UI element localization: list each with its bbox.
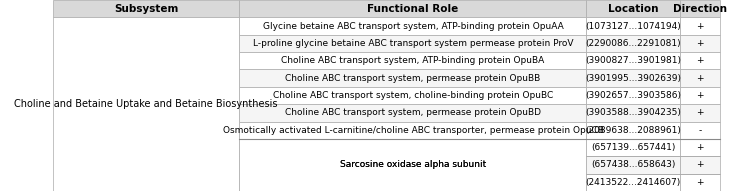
Text: (3900827...3901981): (3900827...3901981): [585, 56, 681, 65]
FancyBboxPatch shape: [680, 104, 720, 121]
FancyBboxPatch shape: [586, 70, 680, 87]
FancyBboxPatch shape: [680, 121, 720, 139]
FancyBboxPatch shape: [680, 35, 720, 52]
FancyBboxPatch shape: [680, 17, 720, 35]
Text: (3901995...3902639): (3901995...3902639): [585, 74, 681, 83]
Text: (3902657...3903586): (3902657...3903586): [585, 91, 681, 100]
Text: Osmotically activated L-carnitine/choline ABC transporter, permease protein OpuC: Osmotically activated L-carnitine/cholin…: [223, 126, 604, 135]
FancyBboxPatch shape: [239, 121, 586, 139]
Text: +: +: [696, 143, 704, 152]
Text: (2413522...2414607): (2413522...2414607): [585, 178, 681, 187]
FancyBboxPatch shape: [53, 17, 239, 191]
FancyBboxPatch shape: [680, 52, 720, 70]
FancyBboxPatch shape: [586, 174, 680, 191]
Text: Choline ABC transport system, permease protein OpuBD: Choline ABC transport system, permease p…: [285, 108, 541, 117]
Text: Sarcosine oxidase alpha subunit: Sarcosine oxidase alpha subunit: [340, 160, 486, 169]
FancyBboxPatch shape: [680, 87, 720, 104]
Text: L-proline glycine betaine ABC transport system permease protein ProV: L-proline glycine betaine ABC transport …: [253, 39, 573, 48]
FancyBboxPatch shape: [53, 0, 239, 17]
Text: Sarcosine oxidase alpha subunit: Sarcosine oxidase alpha subunit: [340, 160, 486, 169]
FancyBboxPatch shape: [680, 70, 720, 87]
Text: (657139...657441): (657139...657441): [591, 143, 675, 152]
Text: (2089638...2088961): (2089638...2088961): [585, 126, 681, 135]
FancyBboxPatch shape: [586, 139, 680, 156]
FancyBboxPatch shape: [239, 156, 586, 174]
Text: +: +: [696, 22, 704, 31]
FancyBboxPatch shape: [586, 0, 680, 17]
FancyBboxPatch shape: [586, 87, 680, 104]
FancyBboxPatch shape: [239, 174, 586, 191]
Text: +: +: [696, 39, 704, 48]
Text: -: -: [699, 126, 702, 135]
Text: (3903588...3904235): (3903588...3904235): [585, 108, 681, 117]
Text: Direction: Direction: [673, 4, 727, 14]
Text: +: +: [696, 56, 704, 65]
Text: (657438...658643): (657438...658643): [591, 160, 675, 169]
Text: Location: Location: [608, 4, 658, 14]
FancyBboxPatch shape: [680, 174, 720, 191]
FancyBboxPatch shape: [680, 156, 720, 174]
Text: +: +: [696, 160, 704, 169]
FancyBboxPatch shape: [586, 35, 680, 52]
Text: Choline ABC transport system, choline-binding protein OpuBC: Choline ABC transport system, choline-bi…: [273, 91, 553, 100]
FancyBboxPatch shape: [586, 52, 680, 70]
FancyBboxPatch shape: [680, 0, 720, 17]
FancyBboxPatch shape: [239, 87, 586, 104]
Text: Subsystem: Subsystem: [114, 4, 178, 14]
Text: Glycine betaine ABC transport system, ATP-binding protein OpuAA: Glycine betaine ABC transport system, AT…: [263, 22, 564, 31]
FancyBboxPatch shape: [239, 139, 586, 156]
Text: Choline ABC transport system, ATP-binding protein OpuBA: Choline ABC transport system, ATP-bindin…: [281, 56, 545, 65]
FancyBboxPatch shape: [239, 52, 586, 70]
FancyBboxPatch shape: [586, 121, 680, 139]
FancyBboxPatch shape: [586, 156, 680, 174]
FancyBboxPatch shape: [239, 104, 586, 121]
Text: +: +: [696, 91, 704, 100]
FancyBboxPatch shape: [239, 139, 586, 191]
FancyBboxPatch shape: [586, 17, 680, 35]
FancyBboxPatch shape: [680, 139, 720, 156]
Text: (2290086...2291081): (2290086...2291081): [585, 39, 681, 48]
FancyBboxPatch shape: [586, 104, 680, 121]
Text: Functional Role: Functional Role: [367, 4, 458, 14]
FancyBboxPatch shape: [239, 17, 586, 35]
Text: Choline ABC transport system, permease protein OpuBB: Choline ABC transport system, permease p…: [285, 74, 541, 83]
FancyBboxPatch shape: [239, 35, 586, 52]
Text: +: +: [696, 74, 704, 83]
FancyBboxPatch shape: [239, 70, 586, 87]
FancyBboxPatch shape: [239, 0, 586, 17]
Text: +: +: [696, 108, 704, 117]
Text: +: +: [696, 178, 704, 187]
Text: Choline and Betaine Uptake and Betaine Biosynthesis: Choline and Betaine Uptake and Betaine B…: [14, 99, 277, 109]
Text: (1073127...1074194): (1073127...1074194): [585, 22, 681, 31]
